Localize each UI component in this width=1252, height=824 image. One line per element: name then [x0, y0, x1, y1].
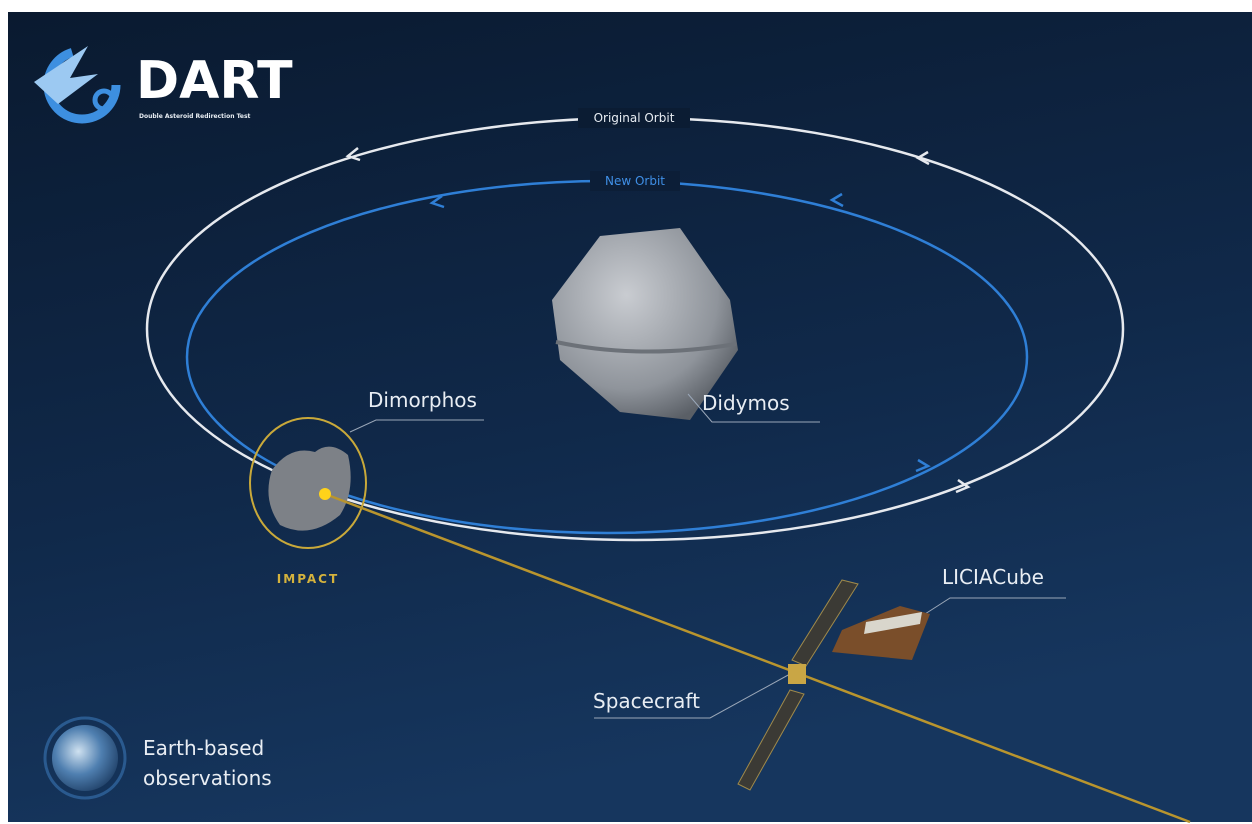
dimorphos-label: Dimorphos [368, 388, 477, 412]
logo-subtitle: Double Asteroid Redirection Test [139, 113, 251, 120]
earth-label: Earth-based [143, 736, 264, 760]
earth-label: observations [143, 766, 272, 790]
spacecraft-label: Spacecraft [593, 689, 700, 713]
logo-title: DART [136, 51, 293, 111]
original-orbit-label: Original Orbit [594, 111, 675, 125]
spacecraft-body [788, 664, 806, 684]
page: DART Double Asteroid Redirection Test Or… [0, 0, 1252, 824]
new-orbit-label: New Orbit [605, 174, 665, 188]
didymos-label: Didymos [702, 391, 790, 415]
impact-point [319, 488, 331, 500]
liciacube-label: LICIACube [942, 565, 1044, 589]
earth [52, 725, 118, 791]
dart-diagram: DART Double Asteroid Redirection Test Or… [0, 0, 1252, 824]
impact-label: IMPACT [277, 572, 339, 586]
